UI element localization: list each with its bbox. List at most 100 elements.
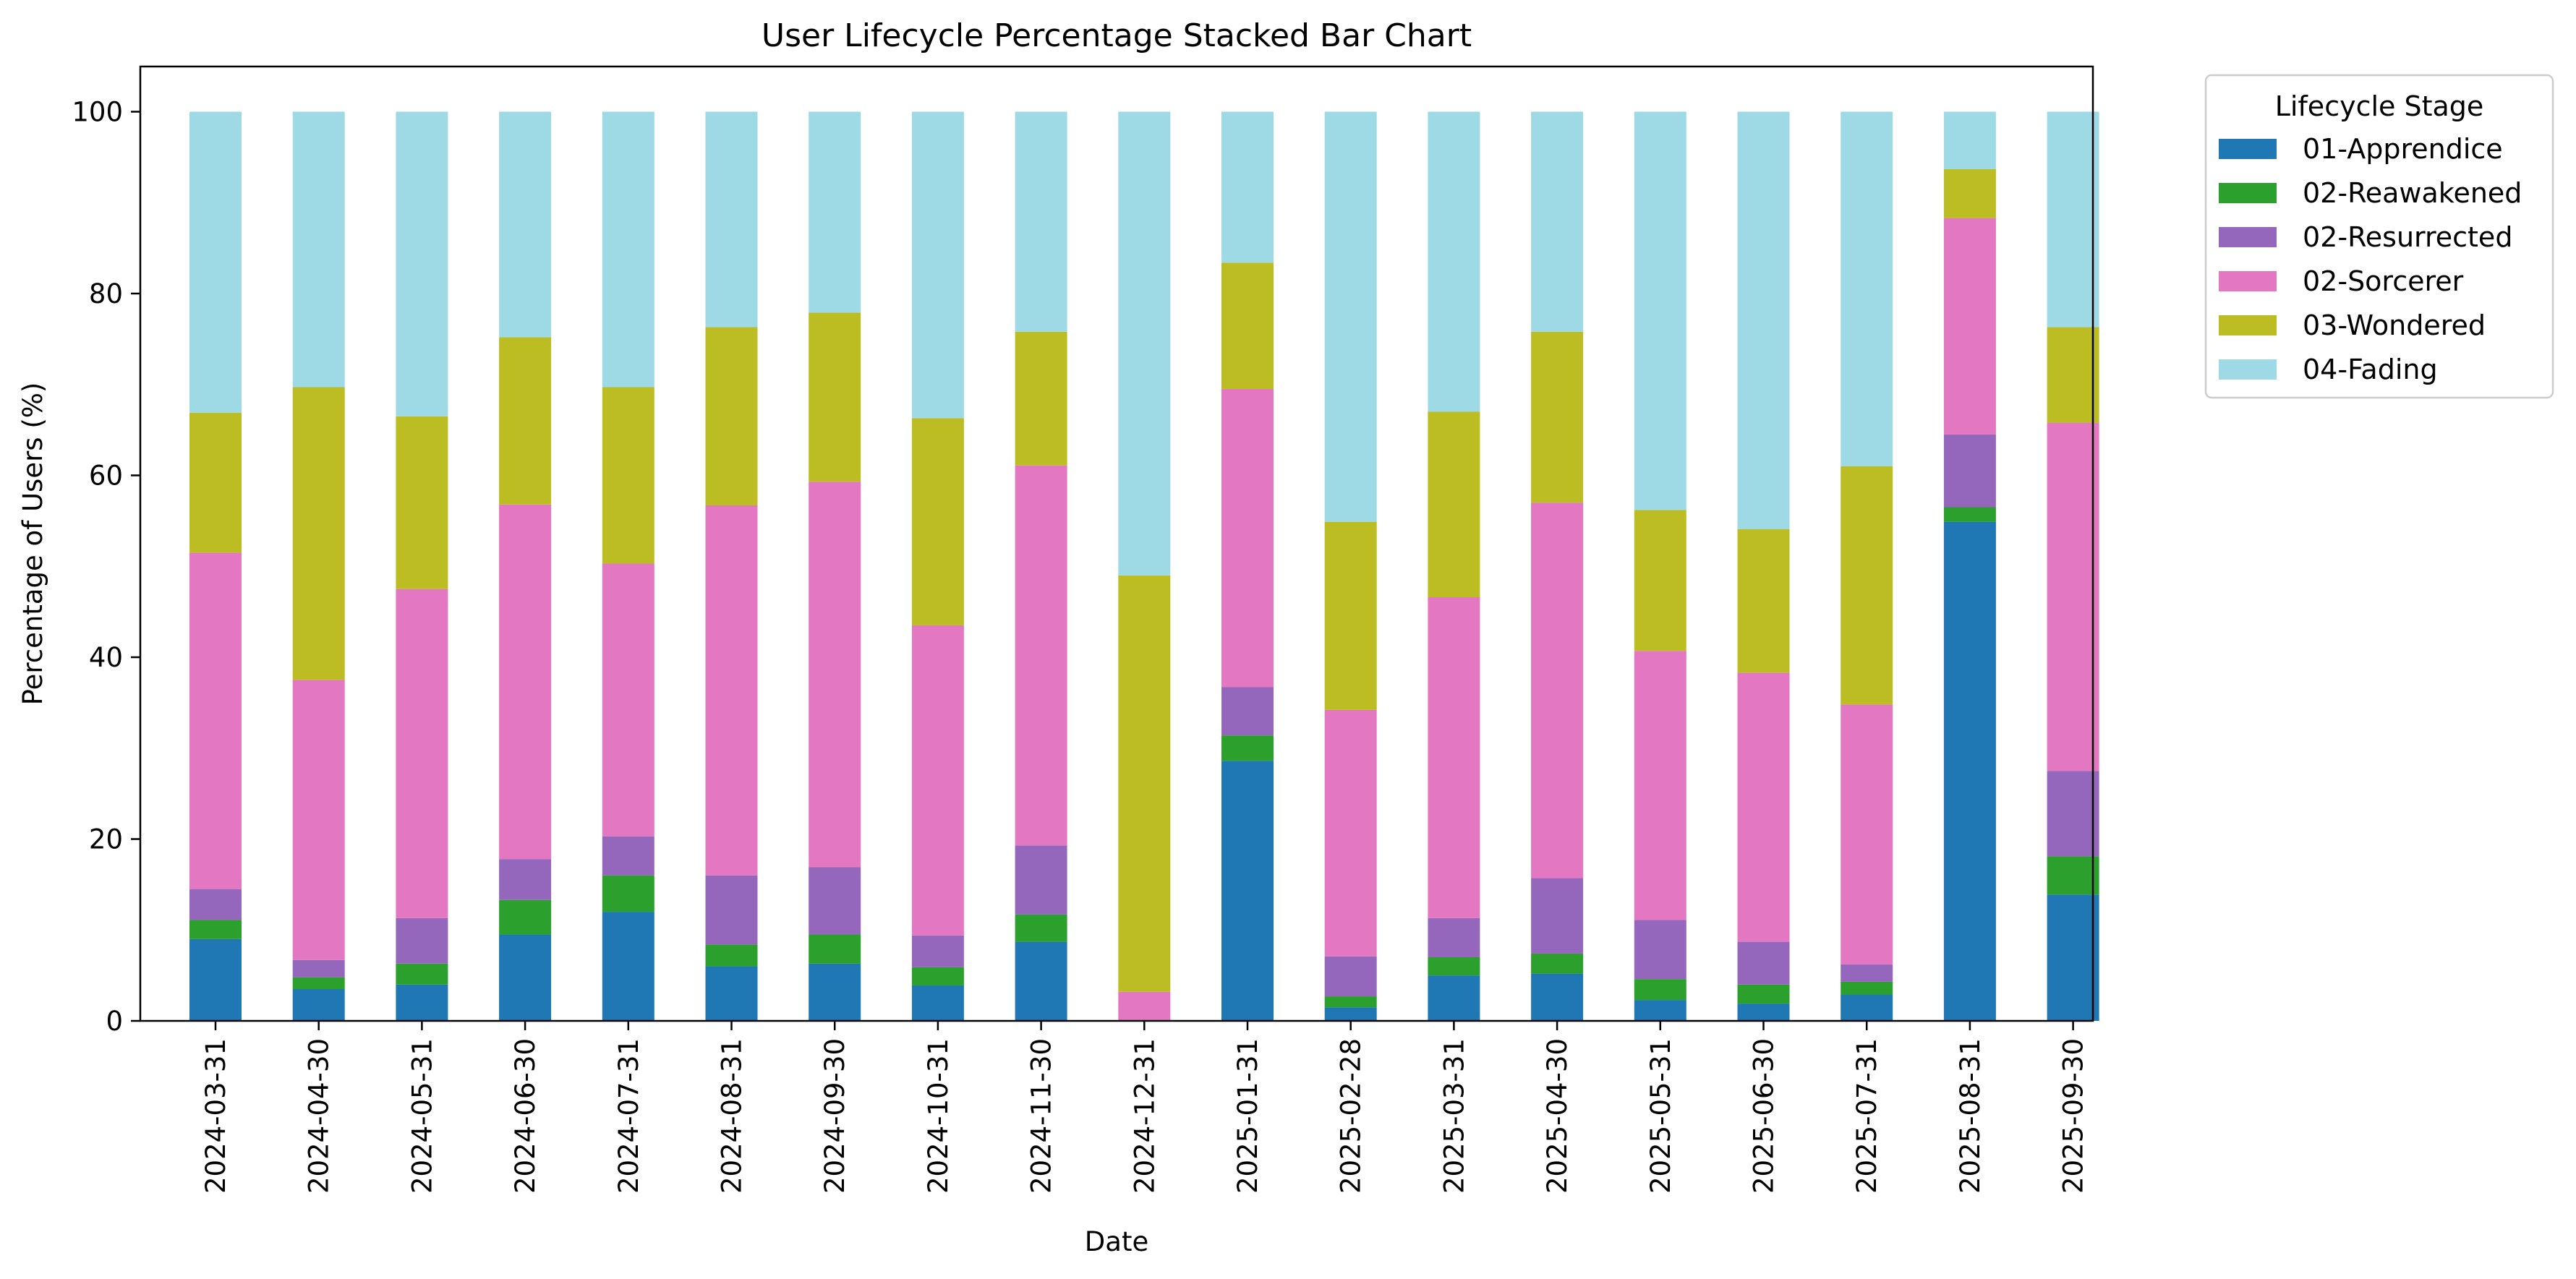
- legend: Lifecycle Stage 01-Apprendice 02-Reawaken…: [2204, 74, 2554, 399]
- bar-segment-2025-04-30-s5: [1531, 111, 1584, 332]
- bar-segment-2024-09-30-s1: [809, 934, 861, 964]
- bar-segment-2025-07-31-s5: [1841, 111, 1893, 466]
- bar-segment-2025-06-30-s4: [1737, 529, 1790, 673]
- bar-segment-2025-04-30-s0: [1531, 973, 1584, 1021]
- bar-segment-2025-03-31-s3: [1428, 597, 1480, 918]
- x-tick-label: 2024-08-31: [717, 1038, 748, 1194]
- legend-swatch: [2219, 139, 2277, 159]
- bar-segment-2024-07-31-s3: [602, 563, 654, 837]
- chart-title: User Lifecycle Percentage Stacked Bar Ch…: [762, 17, 1472, 54]
- bar-segment-2025-09-30-s5: [2047, 111, 2099, 328]
- bar-segment-2025-08-31-s1: [1943, 507, 1996, 522]
- bar-segment-2024-12-31-s5: [1118, 111, 1171, 576]
- y-tick-label: 0: [106, 1006, 123, 1037]
- legend-swatch: [2219, 271, 2277, 291]
- x-axis-ticks: 2024-03-31 2024-04-30 2024-05-31 2024-06-30…: [200, 1021, 2089, 1194]
- bar-segment-2024-04-30-s0: [292, 988, 345, 1021]
- y-tick-label: 80: [89, 278, 123, 309]
- bar-segment-2024-10-31-s3: [911, 625, 964, 936]
- legend-swatch: [2219, 227, 2277, 247]
- y-tick-label: 100: [72, 97, 123, 128]
- bar-segment-2024-03-31-s0: [189, 938, 242, 1021]
- bar-segment-2024-03-31-s4: [189, 412, 242, 553]
- bar-segment-2024-05-31-s3: [396, 589, 448, 918]
- bar-segment-2024-09-30-s4: [809, 312, 861, 482]
- bar-segment-2025-09-30-s3: [2047, 422, 2099, 771]
- bar-segment-2024-06-30-s2: [499, 859, 552, 900]
- bar-segment-2024-07-31-s5: [602, 111, 654, 388]
- bar-segment-2024-08-31-s4: [705, 327, 758, 505]
- x-tick-label: 2024-09-30: [819, 1038, 850, 1194]
- y-tick-label: 20: [89, 824, 123, 855]
- bar-segment-2025-06-30-s3: [1737, 672, 1790, 942]
- bar-segment-2024-06-30-s3: [499, 504, 552, 860]
- bar-segment-2024-11-30-s2: [1015, 845, 1067, 915]
- bar-segment-2025-01-31-s4: [1221, 262, 1274, 390]
- bar-segment-2025-01-31-s0: [1221, 761, 1274, 1021]
- legend-frame: [2204, 74, 2554, 399]
- bar-segment-2024-06-30-s4: [499, 337, 552, 505]
- x-tick-label: 2024-05-31: [406, 1038, 438, 1194]
- bar-segment-2024-04-30-s2: [292, 959, 345, 978]
- bar-segment-2025-07-31-s2: [1841, 964, 1893, 982]
- legend-label: 03-Wondered: [2303, 309, 2486, 341]
- bar-segment-2025-05-31-s1: [1634, 979, 1686, 1001]
- legend-label: 02-Reawakened: [2303, 177, 2522, 209]
- x-tick-label: 2025-07-31: [1851, 1038, 1882, 1194]
- legend-swatch: [2219, 315, 2277, 335]
- bar-segment-2024-11-30-s5: [1015, 111, 1067, 332]
- bar-segment-2025-09-30-s1: [2047, 856, 2099, 895]
- x-tick-label: 2024-10-31: [923, 1038, 954, 1194]
- x-tick-label: 2025-06-30: [1749, 1038, 1780, 1194]
- bar-segment-2024-06-30-s1: [499, 899, 552, 935]
- legend-label: 02-Resurrected: [2303, 221, 2512, 253]
- bar-segment-2024-06-30-s5: [499, 111, 552, 338]
- bar-segment-2024-06-30-s0: [499, 934, 552, 1021]
- bar-segment-2025-06-30-s5: [1737, 111, 1790, 529]
- x-tick-label: 2025-01-31: [1232, 1038, 1263, 1194]
- bar-segment-2024-12-31-s3: [1118, 991, 1171, 1021]
- bar-segment-2024-07-31-s4: [602, 387, 654, 564]
- bar-segment-2024-05-31-s4: [396, 416, 448, 589]
- bar-segment-2025-03-31-s4: [1428, 411, 1480, 598]
- bar-segment-2025-07-31-s1: [1841, 981, 1893, 995]
- x-tick-label: 2024-04-30: [304, 1038, 335, 1194]
- bar-segment-2024-08-31-s5: [705, 111, 758, 328]
- legend-label: 04-Fading: [2303, 354, 2438, 385]
- bar-segment-2024-08-31-s3: [705, 505, 758, 876]
- bar-segment-2024-04-30-s4: [292, 387, 345, 680]
- bar-segment-2025-08-31-s3: [1943, 218, 1996, 435]
- legend-label: 01-Apprendice: [2303, 133, 2503, 165]
- bar-segment-2025-02-28-s4: [1324, 521, 1377, 710]
- bar-segment-2025-02-28-s0: [1324, 1007, 1377, 1021]
- x-tick-label: 2024-06-30: [510, 1038, 541, 1194]
- bar-segment-2024-11-30-s3: [1015, 465, 1067, 846]
- bar-segment-2025-07-31-s4: [1841, 466, 1893, 705]
- bar-segment-2025-01-31-s5: [1221, 111, 1274, 263]
- bar-segment-2024-04-30-s1: [292, 977, 345, 989]
- bar-segment-2024-10-31-s2: [911, 935, 964, 967]
- bar-segment-2024-03-31-s2: [189, 889, 242, 920]
- legend-items: 01-Apprendice 02-Reawakened 02-Resurrected…: [2219, 133, 2522, 385]
- x-tick-label: 2024-07-31: [613, 1038, 644, 1194]
- y-tick-label: 60: [89, 461, 123, 492]
- bar-segment-2024-04-30-s3: [292, 680, 345, 960]
- x-tick-label: 2024-12-31: [1129, 1038, 1160, 1194]
- bar-segment-2025-08-31-s2: [1943, 434, 1996, 508]
- bar-segment-2024-10-31-s0: [911, 985, 964, 1021]
- bar-segment-2025-03-31-s0: [1428, 975, 1480, 1022]
- bar-segment-2024-03-31-s3: [189, 552, 242, 889]
- bar-segment-2024-08-31-s0: [705, 966, 758, 1021]
- bar-segment-2025-04-30-s3: [1531, 502, 1584, 878]
- legend-swatch: [2219, 183, 2277, 203]
- bar-segment-2024-10-31-s5: [911, 111, 964, 419]
- bar-segment-2024-09-30-s3: [809, 482, 861, 868]
- bar-segment-2025-05-31-s3: [1634, 651, 1686, 920]
- bar-segment-2025-09-30-s2: [2047, 771, 2099, 857]
- x-tick-label: 2024-03-31: [200, 1038, 231, 1194]
- bar-segment-2024-05-31-s0: [396, 984, 448, 1021]
- x-tick-label: 2025-08-31: [1955, 1038, 1986, 1194]
- y-axis-ticks: 0 20 40 60 80 100: [72, 97, 140, 1037]
